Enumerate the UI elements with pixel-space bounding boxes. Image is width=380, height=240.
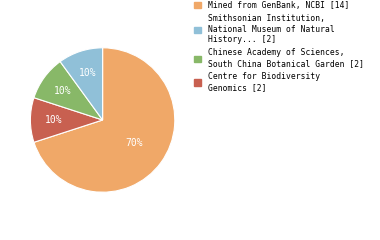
Wedge shape (60, 48, 103, 120)
Wedge shape (34, 62, 103, 120)
Text: 10%: 10% (44, 115, 62, 125)
Legend: Mined from GenBank, NCBI [14], Smithsonian Institution,
National Museum of Natur: Mined from GenBank, NCBI [14], Smithsoni… (193, 0, 366, 93)
Text: 10%: 10% (79, 68, 96, 78)
Wedge shape (34, 48, 175, 192)
Text: 70%: 70% (126, 138, 143, 148)
Text: 10%: 10% (54, 86, 71, 96)
Wedge shape (30, 98, 103, 142)
